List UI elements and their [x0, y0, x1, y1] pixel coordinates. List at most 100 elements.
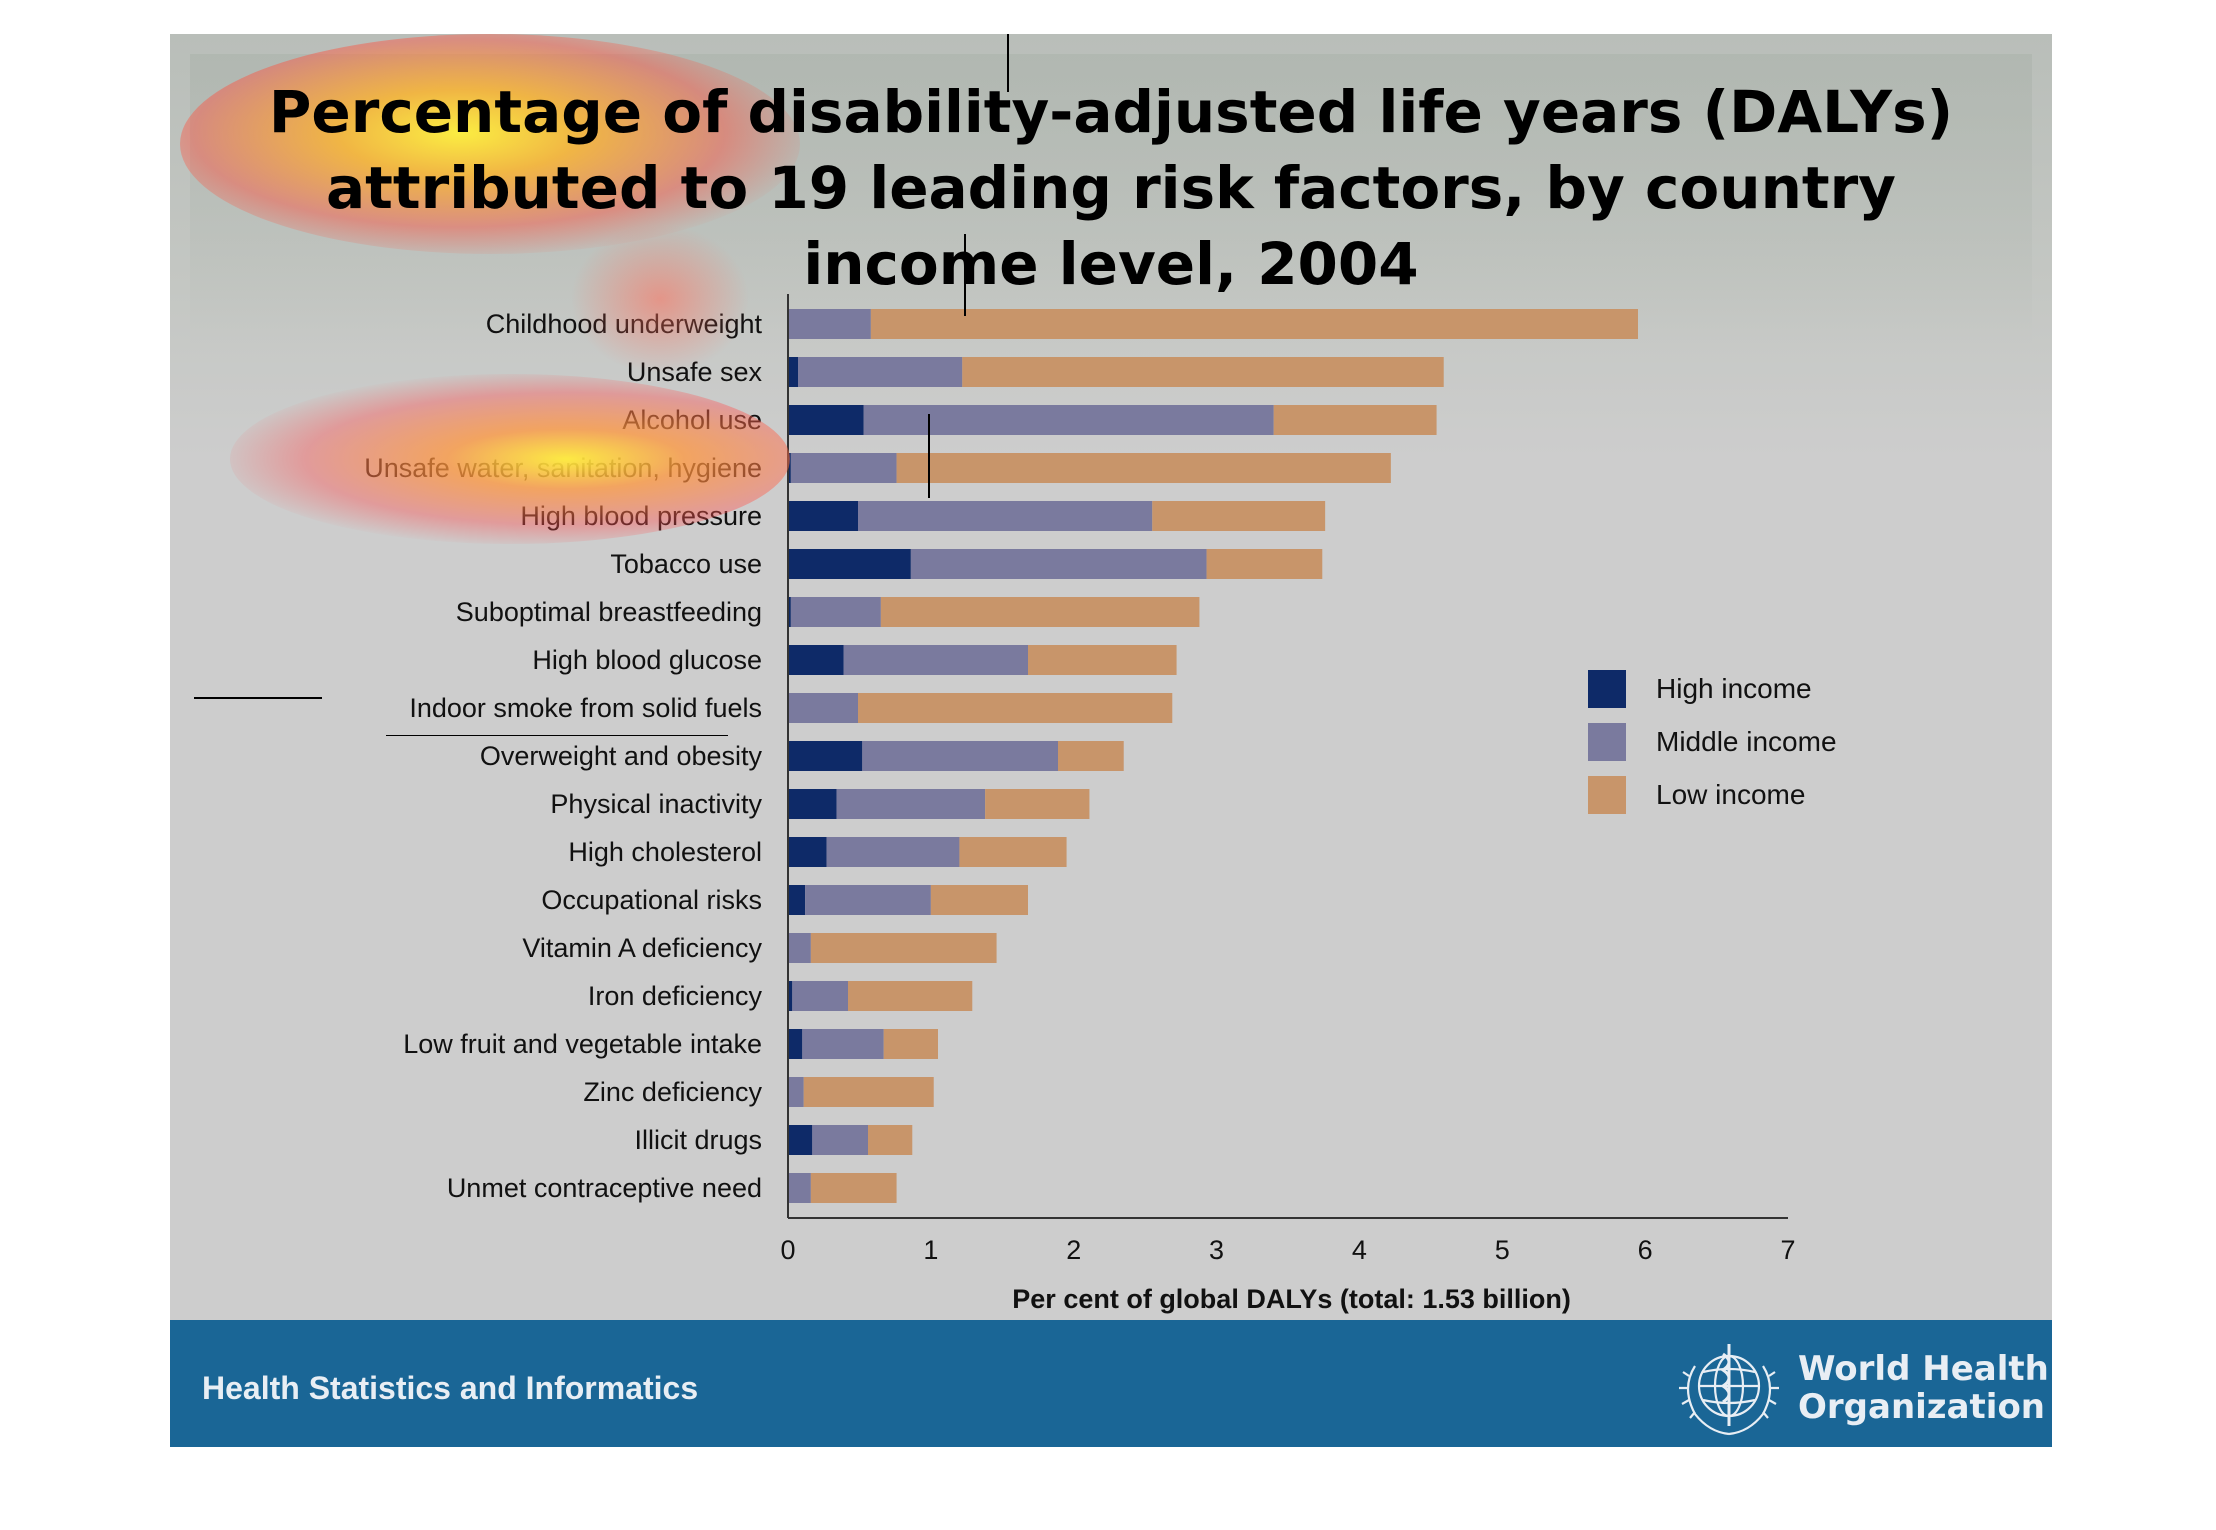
category-label-low-fruit-and-vegetable-intake: Low fruit and vegetable intake [403, 1029, 762, 1059]
slide: Childhood underweight Unsafe sex Alcohol u… [170, 34, 2052, 1447]
bar-unsafe-water-sanitation-hygiene-low-income [896, 453, 1391, 483]
bar-suboptimal-breastfeeding-high-income [788, 597, 791, 627]
bar-iron-deficiency-low-income [848, 981, 973, 1011]
bar-high-cholesterol-middle-income [826, 837, 960, 867]
category-label-high-blood-pressure: High blood pressure [520, 501, 762, 531]
bar-unsafe-sex-middle-income [798, 357, 963, 387]
bar-high-blood-pressure-middle-income [858, 501, 1153, 531]
slide-title: Percentage of disability-adjusted life y… [170, 74, 2052, 302]
bar-high-cholesterol-high-income [788, 837, 827, 867]
bar-zinc-deficiency-middle-income [788, 1077, 804, 1107]
bar-tobacco-use-high-income [788, 549, 911, 579]
bar-occupational-risks-high-income [788, 885, 806, 915]
category-label-alcohol-use: Alcohol use [622, 405, 762, 435]
category-label-indoor-smoke-from-solid-fuels: Indoor smoke from solid fuels [409, 693, 762, 723]
bar-high-blood-glucose-middle-income [843, 645, 1028, 675]
legend-label-low-income: Low income [1656, 778, 1806, 810]
title-line-3: income level, 2004 [803, 230, 1419, 298]
bar-unsafe-sex-low-income [962, 357, 1444, 387]
category-label-occupational-risks: Occupational risks [541, 885, 762, 915]
bar-occupational-risks-middle-income [805, 885, 931, 915]
bar-low-fruit-and-vegetable-intake-high-income [788, 1029, 803, 1059]
footer-bar: Health Statistics and Informatics World … [170, 1320, 2052, 1447]
legend-swatch-high-income [1588, 669, 1626, 708]
legend-label-high-income: High income [1656, 672, 1812, 704]
bar-childhood-underweight-low-income [870, 309, 1638, 339]
organization-name-line-2: Organization [1798, 1387, 2046, 1427]
x-tick-label-2: 2 [1066, 1235, 1081, 1265]
bar-unmet-contraceptive-need-low-income [810, 1173, 897, 1203]
bar-zinc-deficiency-low-income [803, 1077, 934, 1107]
category-label-childhood-underweight: Childhood underweight [486, 309, 763, 339]
legend-swatch-middle-income [1588, 722, 1626, 761]
bar-indoor-smoke-from-solid-fuels-low-income [858, 693, 1173, 723]
bar-suboptimal-breastfeeding-middle-income [790, 597, 881, 627]
bar-low-fruit-and-vegetable-intake-middle-income [802, 1029, 884, 1059]
category-label-unsafe-sex: Unsafe sex [627, 357, 763, 387]
category-label-physical-inactivity: Physical inactivity [550, 789, 762, 819]
category-label-high-cholesterol: High cholesterol [568, 837, 762, 867]
bar-physical-inactivity-high-income [788, 789, 837, 819]
bar-tobacco-use-middle-income [910, 549, 1207, 579]
bar-indoor-smoke-from-solid-fuels-middle-income [788, 693, 858, 723]
bar-high-blood-pressure-high-income [788, 501, 858, 531]
organization-name: World Health Organization [1798, 1350, 2049, 1426]
bar-alcohol-use-middle-income [863, 405, 1274, 435]
bar-childhood-underweight-middle-income [788, 309, 871, 339]
x-tick-label-5: 5 [1495, 1235, 1510, 1265]
bar-iron-deficiency-middle-income [792, 981, 848, 1011]
cursor-line-title [964, 234, 966, 316]
bar-unsafe-sex-high-income [788, 357, 798, 387]
bar-overweight-and-obesity-middle-income [862, 741, 1058, 771]
legend-item-middle-income: Middle income [1588, 715, 1837, 768]
underline-label [386, 735, 728, 736]
bar-illicit-drugs-high-income [788, 1125, 813, 1155]
bar-tobacco-use-low-income [1206, 549, 1323, 579]
category-label-illicit-drugs: Illicit drugs [634, 1125, 762, 1155]
bar-high-blood-glucose-low-income [1028, 645, 1177, 675]
bar-high-blood-pressure-low-income [1152, 501, 1326, 531]
bar-unsafe-water-sanitation-hygiene-middle-income [790, 453, 897, 483]
legend-swatch-low-income [1588, 775, 1626, 814]
who-emblem-icon [1679, 1344, 1779, 1436]
category-label-unmet-contraceptive-need: Unmet contraceptive need [447, 1173, 762, 1203]
organization-name-line-1: World Health [1798, 1349, 2049, 1389]
chart-legend: High income Middle income Low income [1588, 662, 1837, 821]
category-label-iron-deficiency: Iron deficiency [588, 981, 763, 1011]
category-label-suboptimal-breastfeeding: Suboptimal breastfeeding [456, 597, 762, 627]
category-label-overweight-and-obesity: Overweight and obesity [480, 741, 763, 771]
x-tick-label-7: 7 [1780, 1235, 1795, 1265]
bar-alcohol-use-high-income [788, 405, 864, 435]
category-label-vitamin-a-deficiency: Vitamin A deficiency [522, 933, 762, 963]
bar-vitamin-a-deficiency-low-income [810, 933, 997, 963]
bar-illicit-drugs-low-income [868, 1125, 913, 1155]
legend-item-high-income: High income [1588, 662, 1837, 715]
category-label-unsafe-water-sanitation-hygiene: Unsafe water, sanitation, hygiene [364, 453, 762, 483]
x-tick-label-1: 1 [923, 1235, 938, 1265]
x-tick-label-0: 0 [780, 1235, 795, 1265]
bar-unmet-contraceptive-need-middle-income [788, 1173, 811, 1203]
bar-overweight-and-obesity-high-income [788, 741, 863, 771]
bar-suboptimal-breastfeeding-low-income [880, 597, 1200, 627]
bar-high-blood-glucose-high-income [788, 645, 844, 675]
bar-physical-inactivity-low-income [985, 789, 1090, 819]
bar-occupational-risks-low-income [930, 885, 1028, 915]
bar-vitamin-a-deficiency-middle-income [788, 933, 811, 963]
bar-low-fruit-and-vegetable-intake-low-income [883, 1029, 938, 1059]
title-line-1: Percentage of disability-adjusted life y… [268, 78, 1954, 146]
legend-label-middle-income: Middle income [1656, 725, 1837, 757]
title-line-2: attributed to 19 leading risk factors, b… [326, 154, 1896, 222]
bar-alcohol-use-low-income [1273, 405, 1437, 435]
category-label-high-blood-glucose: High blood glucose [532, 645, 762, 675]
bar-high-cholesterol-low-income [959, 837, 1067, 867]
cursor-line-chart [928, 414, 930, 498]
x-axis-title: Per cent of global DALYs (total: 1.53 bi… [1012, 1284, 1571, 1314]
bar-overweight-and-obesity-low-income [1058, 741, 1124, 771]
cursor-line-top [1007, 34, 1009, 92]
category-label-zinc-deficiency: Zinc deficiency [583, 1077, 762, 1107]
footer-text: Health Statistics and Informatics [202, 1370, 699, 1406]
x-tick-label-4: 4 [1352, 1235, 1367, 1265]
legend-item-low-income: Low income [1588, 768, 1837, 821]
bar-illicit-drugs-middle-income [812, 1125, 868, 1155]
bar-iron-deficiency-high-income [788, 981, 793, 1011]
